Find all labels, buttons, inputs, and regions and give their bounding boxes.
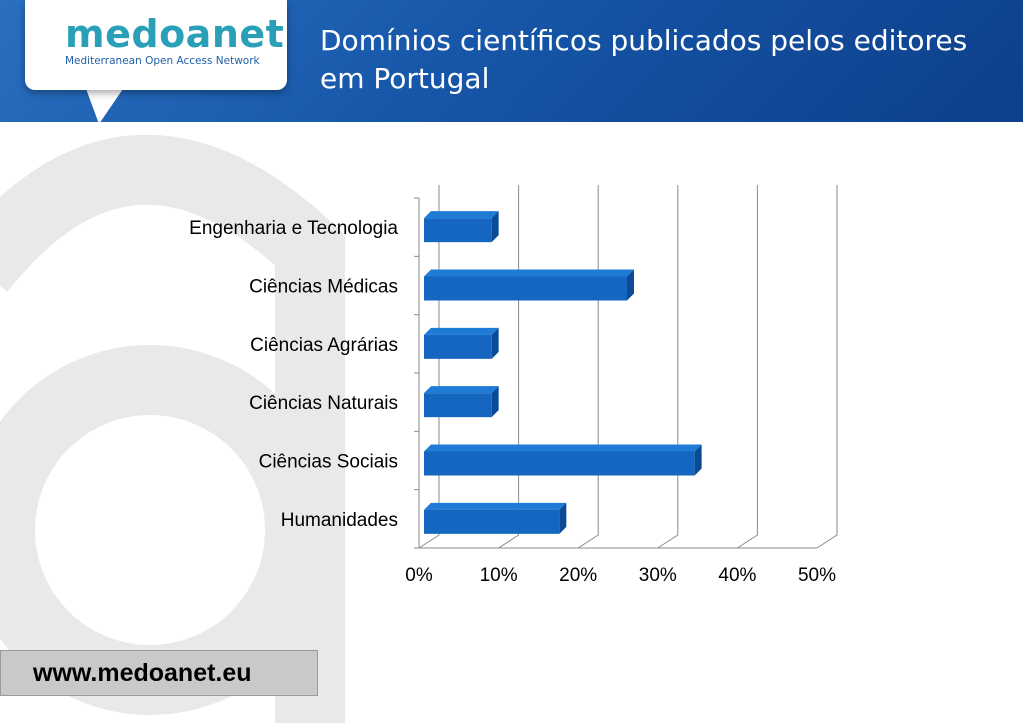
chart-tick-labels: 0% 10% 20% 30% 40% 50%: [405, 565, 836, 586]
bar-side-face: [491, 327, 499, 359]
bar: [424, 509, 560, 534]
category-label: Ciências Naturais: [249, 393, 398, 414]
bar-top-face: [424, 444, 702, 452]
website-link[interactable]: www.medoanet.eu: [33, 659, 252, 687]
bar: [424, 334, 492, 359]
header-banner: medoanet Mediterranean Open Access Netwo…: [0, 0, 1023, 124]
bar: [424, 276, 627, 301]
chart-bars: [424, 211, 702, 534]
category-label: Ciências Médicas: [249, 277, 398, 298]
bar-top-face: [424, 327, 499, 335]
category-label: Ciências Sociais: [259, 452, 398, 473]
x-tick-label: 40%: [718, 565, 756, 586]
bar-side-face: [694, 444, 702, 476]
grid-line: [418, 185, 440, 549]
grid-line: [498, 185, 520, 549]
logo-wordmark: medoanet: [65, 12, 285, 56]
bar-top-face: [424, 386, 499, 394]
x-tick-label: 10%: [480, 565, 518, 586]
bar: [424, 451, 695, 476]
category-label: Engenharia e Tecnologia: [189, 218, 398, 239]
bar-top-face: [424, 269, 634, 277]
footer-link-box[interactable]: www.medoanet.eu: [0, 650, 318, 696]
x-tick-label: 20%: [559, 565, 597, 586]
grid-line: [657, 185, 679, 549]
logo-speech-tail: [85, 86, 125, 124]
bar-top-face: [424, 502, 567, 510]
grid-line: [577, 185, 599, 549]
chart-category-labels: Engenharia e Tecnologia Ciências Médicas C…: [189, 218, 398, 531]
grid-line: [737, 185, 758, 549]
bar: [424, 218, 492, 243]
bar-side-face: [491, 386, 499, 418]
category-label: Ciências Agrárias: [250, 335, 398, 356]
category-label: Humanidades: [281, 510, 398, 531]
bar-side-face: [626, 269, 634, 301]
logo-tagline: Mediterranean Open Access Network: [65, 55, 260, 67]
bar-top-face: [424, 211, 499, 219]
page-title: Domínios científicos publicados pelos ed…: [320, 22, 1000, 98]
x-tick-label: 0%: [405, 565, 433, 586]
x-tick-label: 50%: [798, 565, 836, 586]
page-title-line2: em Portugal: [320, 62, 490, 95]
x-tick-label: 30%: [639, 565, 677, 586]
bar-side-face: [491, 211, 499, 243]
chart-grid: [414, 185, 838, 549]
bar: [424, 393, 492, 418]
grid-line: [816, 185, 838, 549]
bar-side-face: [559, 502, 567, 534]
logo[interactable]: medoanet Mediterranean Open Access Netwo…: [25, 0, 287, 90]
page-title-line1: Domínios científicos publicados pelos ed…: [320, 24, 968, 57]
